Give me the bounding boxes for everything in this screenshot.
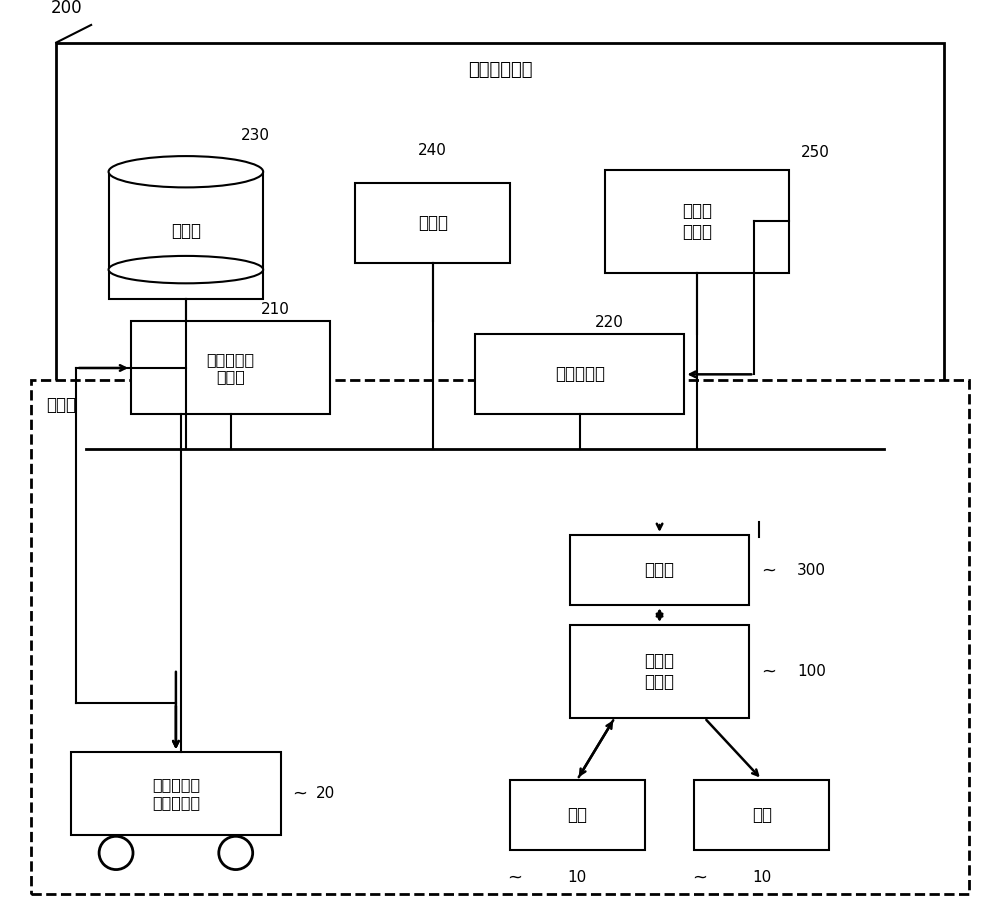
FancyBboxPatch shape bbox=[510, 780, 645, 850]
Text: 240: 240 bbox=[418, 143, 447, 157]
Text: ~: ~ bbox=[761, 662, 776, 681]
Ellipse shape bbox=[109, 256, 263, 284]
Text: 220: 220 bbox=[595, 315, 624, 330]
Text: 10: 10 bbox=[568, 870, 587, 885]
FancyBboxPatch shape bbox=[570, 535, 749, 606]
Text: 协作控制装置: 协作控制装置 bbox=[468, 61, 532, 79]
Text: 轿厢: 轿厢 bbox=[567, 806, 587, 824]
FancyBboxPatch shape bbox=[570, 625, 749, 718]
Text: 电梯通信部: 电梯通信部 bbox=[555, 365, 605, 383]
Text: 100: 100 bbox=[797, 664, 826, 679]
Text: 300: 300 bbox=[797, 563, 826, 577]
Text: 存储部: 存储部 bbox=[171, 222, 201, 241]
Text: ~: ~ bbox=[293, 785, 308, 802]
Ellipse shape bbox=[109, 156, 263, 188]
Text: 处理部: 处理部 bbox=[418, 213, 448, 231]
FancyBboxPatch shape bbox=[71, 752, 281, 835]
Text: 自主移动体
（机器人）: 自主移动体 （机器人） bbox=[152, 778, 200, 810]
Text: 250: 250 bbox=[801, 145, 830, 160]
FancyBboxPatch shape bbox=[31, 381, 969, 894]
Text: ~: ~ bbox=[761, 561, 776, 579]
Text: 200: 200 bbox=[51, 0, 83, 17]
Text: 中继器: 中继器 bbox=[645, 561, 675, 579]
Text: 230: 230 bbox=[241, 128, 270, 143]
Text: 自主移动体
通信部: 自主移动体 通信部 bbox=[207, 351, 255, 384]
FancyBboxPatch shape bbox=[109, 172, 263, 299]
Text: 10: 10 bbox=[752, 870, 771, 885]
Text: ~: ~ bbox=[692, 868, 707, 887]
Text: 轿厢: 轿厢 bbox=[752, 806, 772, 824]
Text: ~: ~ bbox=[507, 868, 522, 887]
Text: 门开闭
控制部: 门开闭 控制部 bbox=[682, 202, 712, 241]
FancyBboxPatch shape bbox=[355, 182, 510, 263]
FancyBboxPatch shape bbox=[694, 780, 829, 850]
FancyBboxPatch shape bbox=[131, 321, 330, 414]
FancyBboxPatch shape bbox=[475, 334, 684, 414]
Text: 楼宇内: 楼宇内 bbox=[46, 395, 76, 414]
Text: 20: 20 bbox=[316, 786, 335, 802]
FancyBboxPatch shape bbox=[605, 170, 789, 273]
FancyBboxPatch shape bbox=[56, 43, 944, 522]
Text: 电梯控
制装置: 电梯控 制装置 bbox=[645, 652, 675, 691]
Text: 210: 210 bbox=[261, 302, 290, 318]
